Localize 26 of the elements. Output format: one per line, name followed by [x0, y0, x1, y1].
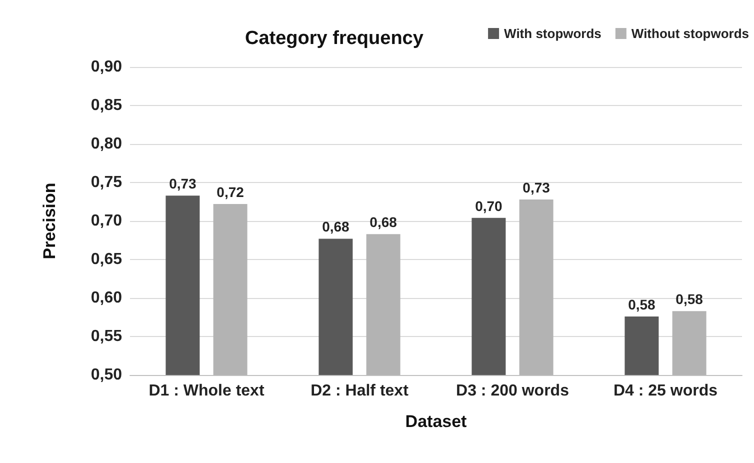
- y-tick-label: 0,50: [90, 366, 122, 384]
- data-label: 0,73: [169, 176, 197, 192]
- legend-label: With stopwords: [504, 26, 602, 41]
- y-tick-label: 0,70: [90, 212, 122, 230]
- y-tick-label: 0,80: [90, 136, 122, 152]
- y-tick-label: 0,90: [90, 58, 122, 76]
- x-tick-label: D4 : 25 words: [613, 382, 718, 400]
- x-axis-title: Dataset: [405, 412, 468, 431]
- data-label: 0,73: [522, 179, 550, 196]
- x-tick-label: D2 : Half text: [310, 382, 410, 400]
- chart-title: Category frequency: [245, 28, 424, 49]
- x-tick-label: D3 : 200 words: [456, 382, 570, 400]
- data-label: 0,72: [216, 184, 244, 200]
- y-tick-label: 0,85: [90, 97, 122, 114]
- y-axis-title: Precision: [40, 182, 59, 260]
- y-tick-label: 0,55: [90, 328, 122, 345]
- x-tick-label: D1 : Whole text: [148, 382, 265, 400]
- data-label: 0,68: [322, 218, 350, 235]
- data-label: 0,58: [628, 296, 656, 312]
- legend-label: Without stopwords: [631, 26, 750, 41]
- data-label: 0,70: [475, 198, 503, 214]
- y-tick-label: 0,65: [90, 251, 122, 268]
- y-tick-label: 0,60: [90, 290, 122, 306]
- data-label: 0,68: [370, 214, 398, 230]
- y-tick-label: 0,75: [90, 174, 122, 191]
- data-label: 0,58: [676, 291, 704, 308]
